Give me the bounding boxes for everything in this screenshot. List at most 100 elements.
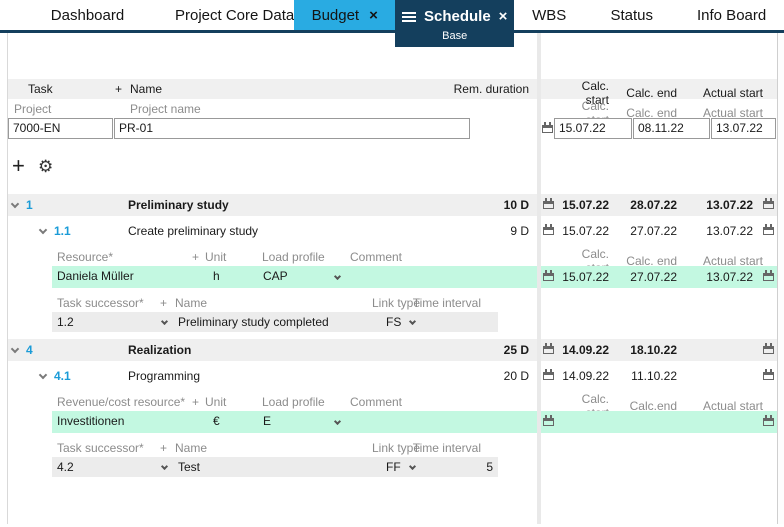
tab-dashboard[interactable]: Dashboard bbox=[0, 0, 175, 30]
project-calc-start-field[interactable]: 15.07.22 bbox=[554, 118, 632, 139]
task-id[interactable]: 4 bbox=[26, 343, 33, 357]
calc-start-value[interactable]: 15.07.22 bbox=[562, 224, 609, 238]
task-name[interactable]: Preliminary study bbox=[128, 198, 229, 212]
calendar-icon[interactable] bbox=[543, 415, 554, 426]
calc-start-value[interactable]: 14.09.22 bbox=[562, 343, 609, 357]
calc-start-value[interactable]: 15.07.22 bbox=[562, 198, 609, 212]
tab-wbs[interactable]: WBS bbox=[514, 0, 584, 30]
calendar-icon[interactable] bbox=[763, 270, 774, 281]
calc-end-value[interactable]: 11.10.22 bbox=[631, 369, 677, 383]
resource-load-profile[interactable]: CAP bbox=[263, 269, 288, 283]
calc-end-value[interactable]: 27.07.22 bbox=[630, 270, 677, 284]
successor-id[interactable]: 1.2 bbox=[57, 315, 74, 329]
task-duration[interactable]: 25 D bbox=[503, 343, 529, 357]
task-row-1-1[interactable]: 1.1 Create preliminary study 9 D 15.07.2… bbox=[8, 220, 784, 242]
calendar-icon[interactable] bbox=[543, 270, 554, 281]
chevron-down-icon[interactable] bbox=[160, 317, 169, 326]
resource-row[interactable]: Daniela Müller h CAP 15.07.22 27.07.22 1… bbox=[8, 266, 784, 288]
calendar-icon[interactable] bbox=[543, 224, 554, 235]
task-row-4[interactable]: 4 Realization 25 D 14.09.22 18.10.22 bbox=[8, 339, 784, 361]
tab-info-board[interactable]: Info Board bbox=[679, 0, 784, 30]
tab-budget[interactable]: Budget × bbox=[294, 0, 396, 30]
project-row: 7000-EN PR-01 15.07.22 08.11.22 13.07.22 bbox=[8, 117, 784, 141]
calc-end-value[interactable]: 18.10.22 bbox=[630, 343, 677, 357]
task-name[interactable]: Programming bbox=[128, 369, 201, 383]
add-column-icon[interactable]: + bbox=[192, 250, 200, 264]
resource-unit[interactable]: h bbox=[213, 269, 220, 283]
chevron-down-icon[interactable] bbox=[160, 462, 169, 471]
successor-row[interactable]: 1.2 Preliminary study completed FS bbox=[8, 312, 784, 332]
close-icon[interactable]: × bbox=[498, 8, 508, 25]
successor-id[interactable]: 4.2 bbox=[57, 460, 74, 474]
tab-status[interactable]: Status bbox=[584, 0, 679, 30]
gear-icon[interactable]: ⚙ bbox=[38, 157, 54, 176]
time-interval-value[interactable]: 5 bbox=[486, 460, 493, 474]
add-task-button[interactable]: + bbox=[12, 153, 25, 178]
link-type-value[interactable]: FF bbox=[386, 460, 401, 474]
vertical-scrollbar[interactable] bbox=[777, 33, 784, 524]
task-duration[interactable]: 10 D bbox=[503, 198, 529, 212]
chevron-down-icon[interactable] bbox=[333, 272, 342, 281]
tab-project-core-data[interactable]: Project Core Data bbox=[175, 0, 294, 30]
task-name[interactable]: Create preliminary study bbox=[128, 224, 259, 238]
successor-name[interactable]: Preliminary study completed bbox=[178, 315, 329, 329]
chevron-down-icon[interactable] bbox=[408, 462, 417, 471]
chevron-down-icon[interactable] bbox=[38, 225, 48, 235]
actual-start-value[interactable]: 13.07.22 bbox=[706, 198, 753, 212]
tab-label: Status bbox=[610, 6, 653, 24]
successor-name[interactable]: Test bbox=[178, 460, 201, 474]
calendar-icon[interactable] bbox=[543, 369, 554, 380]
task-id[interactable]: 1.1 bbox=[54, 224, 71, 238]
chevron-down-icon[interactable] bbox=[408, 317, 417, 326]
revenue-resource-row[interactable]: Investitionen € E bbox=[8, 411, 784, 433]
calendar-icon[interactable] bbox=[763, 343, 774, 354]
col-task[interactable]: Task bbox=[28, 82, 53, 96]
link-type-value[interactable]: FS bbox=[386, 315, 402, 329]
calc-end-value[interactable]: 28.07.22 bbox=[630, 198, 677, 212]
chevron-down-icon[interactable] bbox=[333, 417, 342, 426]
calendar-icon[interactable] bbox=[543, 343, 554, 354]
add-column-icon[interactable]: + bbox=[192, 395, 200, 409]
add-column-icon[interactable]: + bbox=[115, 82, 123, 96]
calendar-icon[interactable] bbox=[543, 198, 554, 209]
add-column-icon[interactable]: + bbox=[160, 296, 168, 310]
resource-load-profile[interactable]: E bbox=[263, 414, 272, 428]
project-id-field[interactable]: 7000-EN bbox=[8, 118, 113, 139]
task-duration[interactable]: 9 D bbox=[510, 224, 529, 238]
chevron-down-icon[interactable] bbox=[10, 199, 20, 209]
resource-name[interactable]: Daniela Müller bbox=[57, 269, 134, 283]
task-id[interactable]: 1 bbox=[26, 198, 33, 212]
calendar-icon[interactable] bbox=[763, 369, 774, 380]
task-duration[interactable]: 20 D bbox=[503, 369, 529, 383]
menu-icon[interactable] bbox=[401, 10, 416, 24]
actual-start-value[interactable]: 13.07.22 bbox=[706, 224, 753, 238]
chevron-down-icon[interactable] bbox=[38, 370, 48, 380]
calc-start-value[interactable]: 15.07.22 bbox=[562, 270, 609, 284]
task-name[interactable]: Realization bbox=[128, 343, 192, 357]
add-column-icon[interactable]: + bbox=[160, 441, 168, 455]
project-name-field[interactable]: PR-01 bbox=[114, 118, 470, 139]
resource-unit[interactable]: € bbox=[213, 414, 220, 428]
col-actual-start[interactable]: Actual start bbox=[702, 86, 763, 100]
calc-end-value[interactable]: 27.07.22 bbox=[630, 224, 677, 238]
tab-schedule[interactable]: Schedule × Base bbox=[395, 0, 515, 47]
col-name[interactable]: Name bbox=[130, 82, 163, 96]
calendar-icon[interactable] bbox=[763, 415, 774, 426]
task-id[interactable]: 4.1 bbox=[54, 369, 71, 383]
resource-name[interactable]: Investitionen bbox=[57, 414, 125, 428]
calendar-icon[interactable] bbox=[542, 122, 553, 133]
chevron-down-icon[interactable] bbox=[10, 344, 20, 354]
close-icon[interactable]: × bbox=[369, 6, 378, 24]
calc-start-value[interactable]: 14.09.22 bbox=[562, 369, 609, 383]
successor-row[interactable]: 4.2 Test FF 5 bbox=[8, 457, 784, 477]
calendar-icon[interactable] bbox=[763, 224, 774, 235]
project-calc-end-field[interactable]: 08.11.22 bbox=[633, 118, 710, 139]
task-row-1[interactable]: 1 Preliminary study 10 D 15.07.22 28.07.… bbox=[8, 194, 784, 216]
col-rem-duration[interactable]: Rem. duration bbox=[453, 82, 529, 96]
project-actual-start-field[interactable]: 13.07.22 bbox=[711, 118, 776, 139]
col-calc-end[interactable]: Calc. end bbox=[626, 86, 677, 100]
actual-start-value[interactable]: 13.07.22 bbox=[706, 270, 753, 284]
col-calc-start[interactable]: Calc. start bbox=[581, 79, 609, 107]
task-row-4-1[interactable]: 4.1 Programming 20 D 14.09.22 11.10.22 bbox=[8, 365, 784, 387]
calendar-icon[interactable] bbox=[763, 198, 774, 209]
